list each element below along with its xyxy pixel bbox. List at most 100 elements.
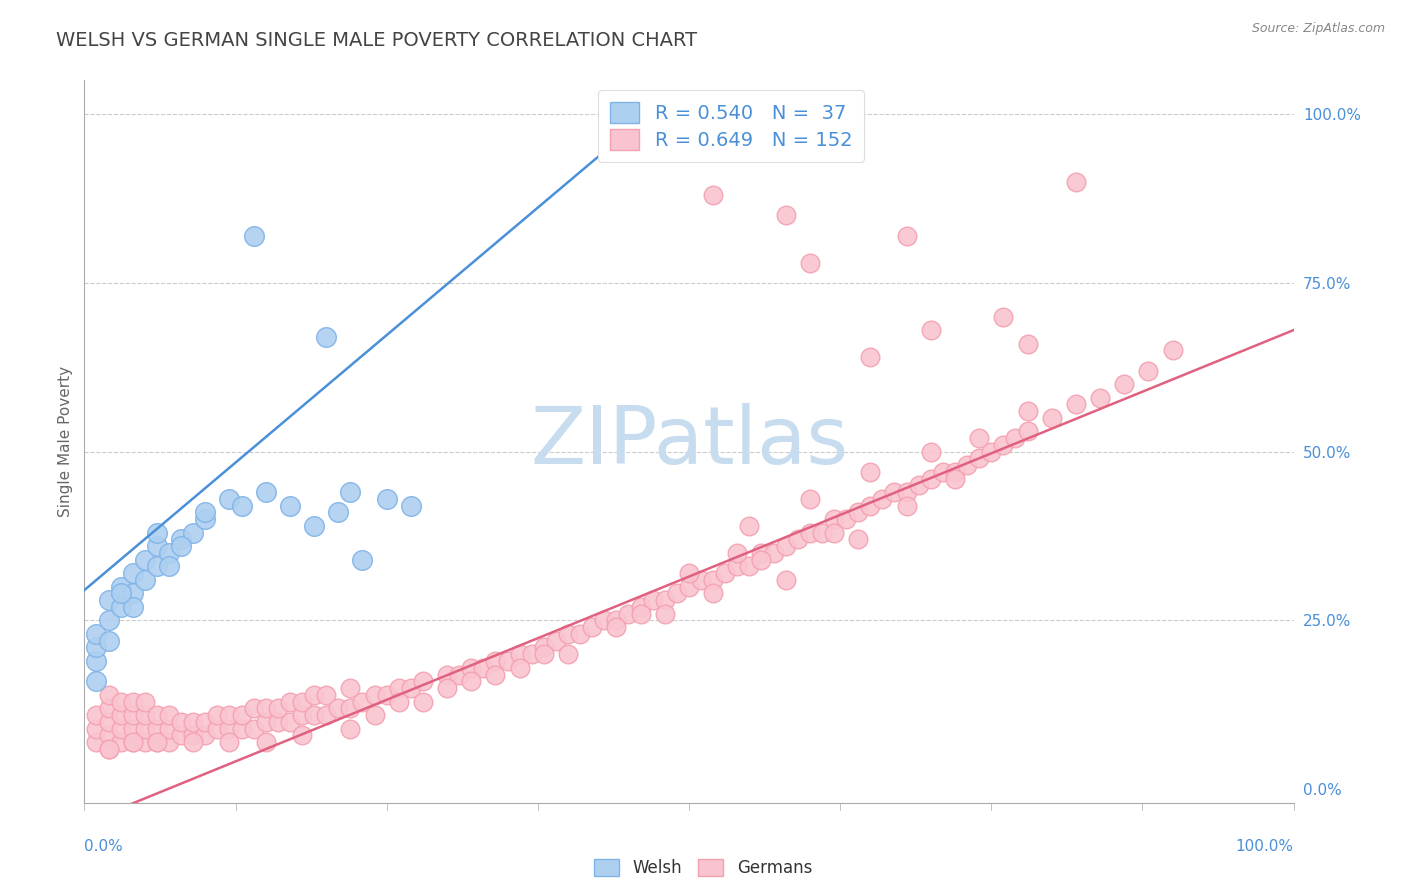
Point [254, 714, 277, 729]
Point [110, 708, 132, 723]
Point [278, 694, 301, 708]
Point [484, 667, 506, 681]
Text: 0.0%: 0.0% [84, 838, 124, 854]
Point [121, 599, 143, 614]
Point [134, 694, 156, 708]
Point [762, 546, 785, 560]
Point [569, 627, 592, 641]
Point [846, 505, 869, 519]
Point [231, 499, 253, 513]
Point [388, 681, 411, 695]
Point [194, 505, 217, 519]
Point [97, 741, 120, 756]
Point [339, 722, 361, 736]
Point [859, 465, 882, 479]
Point [1088, 391, 1111, 405]
Point [146, 539, 169, 553]
Point [121, 566, 143, 581]
Point [738, 519, 761, 533]
Point [121, 735, 143, 749]
Point [110, 599, 132, 614]
Point [157, 546, 180, 560]
Point [134, 708, 156, 723]
Point [714, 566, 737, 581]
Point [725, 546, 748, 560]
Point [97, 593, 120, 607]
Point [799, 491, 821, 506]
Point [617, 607, 640, 621]
Point [218, 735, 240, 749]
Point [146, 708, 169, 723]
Text: Source: ZipAtlas.com: Source: ZipAtlas.com [1251, 22, 1385, 36]
Point [194, 728, 217, 742]
Point [472, 661, 495, 675]
Point [641, 593, 664, 607]
Point [436, 681, 458, 695]
Point [1017, 404, 1039, 418]
Point [859, 350, 882, 364]
Point [654, 593, 676, 607]
Point [254, 735, 277, 749]
Legend: Welsh, Germans: Welsh, Germans [588, 852, 818, 884]
Point [134, 722, 156, 736]
Point [134, 573, 156, 587]
Point [557, 647, 579, 661]
Point [181, 525, 204, 540]
Point [630, 599, 652, 614]
Point [86, 654, 108, 668]
Point [399, 681, 422, 695]
Point [231, 722, 253, 736]
Point [97, 714, 120, 729]
Point [157, 735, 180, 749]
Point [86, 627, 108, 641]
Point [823, 525, 845, 540]
Point [267, 701, 290, 715]
Point [460, 661, 482, 675]
Point [339, 485, 361, 500]
Point [194, 714, 217, 729]
Point [738, 559, 761, 574]
Point [375, 688, 398, 702]
Point [896, 228, 918, 243]
Point [920, 472, 942, 486]
Point [134, 735, 156, 749]
Point [97, 688, 120, 702]
Point [1004, 431, 1026, 445]
Point [291, 708, 314, 723]
Point [1064, 175, 1087, 189]
Point [157, 722, 180, 736]
Point [207, 722, 229, 736]
Text: 100.0%: 100.0% [1236, 838, 1294, 854]
Point [97, 633, 120, 648]
Point [786, 533, 808, 547]
Point [254, 701, 277, 715]
Point [121, 735, 143, 749]
Point [605, 620, 627, 634]
Point [375, 491, 398, 506]
Point [751, 552, 773, 566]
Point [242, 722, 264, 736]
Point [315, 688, 337, 702]
Point [170, 539, 193, 553]
Point [533, 647, 555, 661]
Point [678, 580, 700, 594]
Point [1017, 425, 1039, 439]
Point [146, 559, 169, 574]
Point [1064, 397, 1087, 411]
Point [254, 485, 277, 500]
Point [146, 722, 169, 736]
Point [352, 694, 374, 708]
Point [388, 694, 411, 708]
Point [412, 674, 434, 689]
Point [218, 491, 240, 506]
Point [544, 633, 567, 648]
Point [799, 525, 821, 540]
Point [896, 485, 918, 500]
Point [520, 647, 543, 661]
Point [811, 525, 834, 540]
Point [702, 573, 724, 587]
Text: ZIPatlas: ZIPatlas [530, 402, 848, 481]
Point [97, 614, 120, 628]
Point [1137, 364, 1160, 378]
Point [110, 586, 132, 600]
